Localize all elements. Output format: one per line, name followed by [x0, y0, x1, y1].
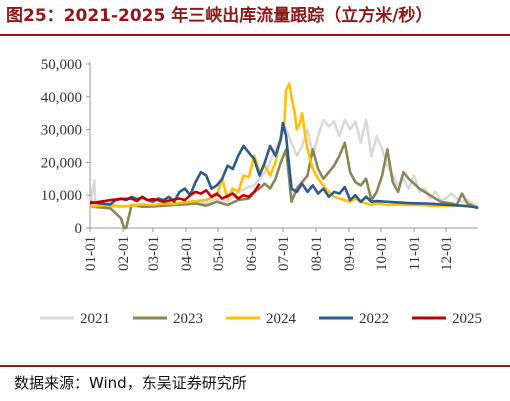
legend-label-2024: 2024: [266, 311, 297, 327]
y-tick-label: 20,000: [41, 155, 82, 171]
x-tick-label: 07-01: [276, 236, 292, 271]
chart-title: 图25：2021-2025 年三峡出库流量跟踪（立方米/秒）: [6, 6, 433, 26]
x-tick-label: 03-01: [146, 236, 162, 271]
legend-label-2025: 2025: [452, 311, 482, 327]
y-tick-label: 50,000: [41, 57, 82, 73]
series-line-2024: [89, 82, 479, 208]
x-tick-label: 04-01: [179, 236, 195, 271]
source-note: 数据来源：Wind，东吴证券研究所: [14, 374, 247, 392]
legend-label-2022: 2022: [359, 311, 389, 327]
x-tick-label: 10-01: [374, 236, 390, 271]
legend: 2021 2023 2024 2022 2025: [40, 311, 482, 327]
y-tick-label: 10,000: [41, 188, 82, 204]
y-axis: 0 10,000 20,000 30,000 40,000 50,000: [41, 57, 91, 237]
x-tick-label: 02-01: [116, 236, 132, 271]
x-tick-label: 06-01: [244, 236, 260, 271]
plot-lines: [88, 82, 479, 230]
source-rule: [0, 365, 510, 367]
series-line-2023: [89, 141, 479, 230]
y-tick-label: 40,000: [41, 90, 82, 106]
x-tick-label: 11-01: [407, 236, 423, 270]
title-rule: [0, 34, 510, 36]
series-line-2022: [89, 121, 479, 209]
x-tick-label: 08-01: [309, 236, 325, 271]
legend-label-2023: 2023: [173, 311, 203, 327]
x-tick-label: 12-01: [439, 236, 455, 271]
legend-label-2021: 2021: [80, 311, 110, 327]
y-tick-label: 30,000: [41, 123, 82, 139]
x-tick-label: 01-01: [83, 236, 99, 271]
x-axis: 01-01 02-01 03-01 04-01 05-01 06-01 07-01 08-01…: [83, 227, 478, 271]
line-chart: 0 10,000 20,000 30,000 40,000 50,000 01-01 02-…: [40, 57, 482, 327]
series-line-2025: [89, 182, 261, 205]
x-tick-label: 09-01: [342, 236, 358, 271]
x-tick-label: 05-01: [211, 236, 227, 271]
y-tick-label: 0: [75, 221, 83, 237]
